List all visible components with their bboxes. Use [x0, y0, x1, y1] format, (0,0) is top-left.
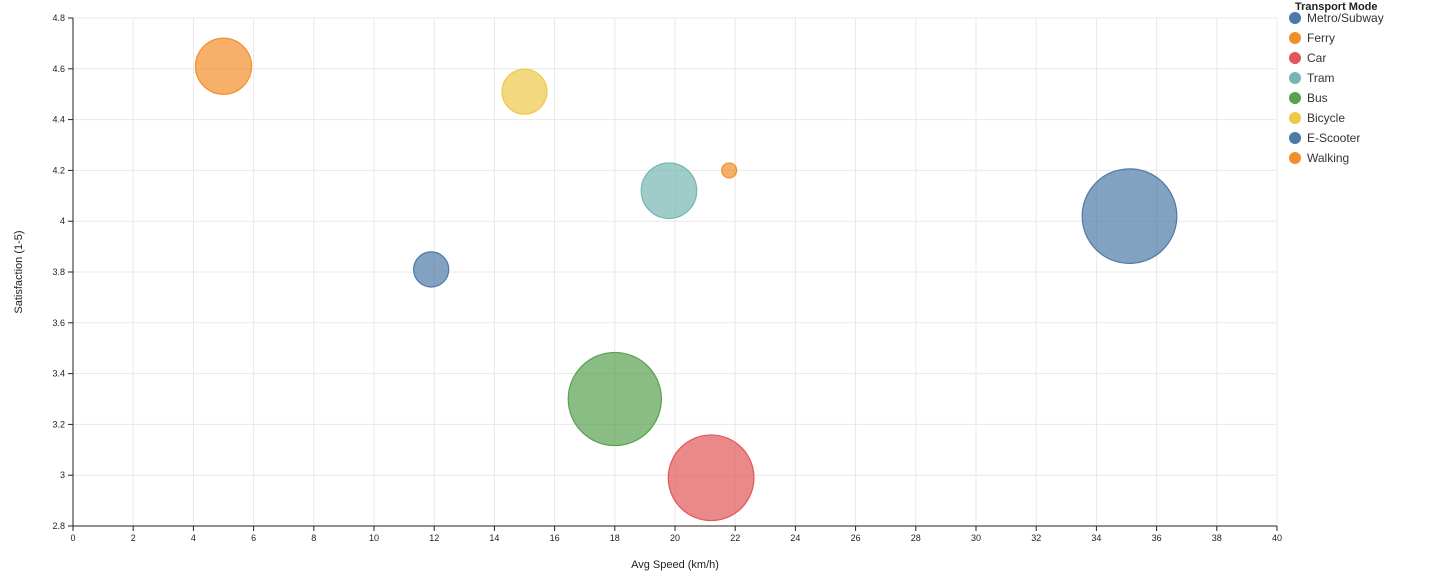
- x-tick-label: 38: [1212, 533, 1222, 543]
- bubbles: [196, 38, 1177, 520]
- grid-lines: [73, 18, 1277, 526]
- legend-item-label: Walking: [1307, 151, 1349, 165]
- legend-swatch: [1289, 72, 1301, 84]
- x-tick-label: 0: [70, 533, 75, 543]
- legend-item-label: E-Scooter: [1307, 131, 1360, 145]
- x-tick-label: 6: [251, 533, 256, 543]
- bubble-tram: [641, 163, 696, 218]
- x-tick-label: 14: [489, 533, 499, 543]
- legend-swatch: [1289, 32, 1301, 44]
- legend-item-label: Tram: [1307, 71, 1335, 85]
- bubble-bicycle: [502, 69, 547, 114]
- x-tick-label: 18: [610, 533, 620, 543]
- y-tick-label: 3.6: [52, 318, 65, 328]
- y-tick-label: 4.8: [52, 13, 65, 23]
- x-tick-label: 12: [429, 533, 439, 543]
- legend-swatch: [1289, 132, 1301, 144]
- y-tick-label: 3.4: [52, 369, 65, 379]
- y-axis-title: Satisfaction (1-5): [13, 230, 25, 313]
- bubble-car: [668, 435, 754, 521]
- x-tick-label: 40: [1272, 533, 1282, 543]
- legend-swatch: [1289, 12, 1301, 24]
- y-tick-label: 3.2: [52, 419, 65, 429]
- x-tick-label: 28: [911, 533, 921, 543]
- legend-item-label: Bicycle: [1307, 111, 1345, 125]
- legend-swatch: [1289, 112, 1301, 124]
- legend-item-label: Car: [1307, 51, 1326, 65]
- y-tick-label: 4.2: [52, 165, 65, 175]
- x-tick-label: 16: [550, 533, 560, 543]
- bubble-ferry: [722, 163, 737, 178]
- x-tick-label: 2: [131, 533, 136, 543]
- y-tick-label: 3: [60, 470, 65, 480]
- legend: Transport Mode Metro/SubwayFerryCarTramB…: [1289, 1, 1384, 165]
- bubble-bus: [568, 352, 661, 445]
- x-tick-label: 20: [670, 533, 680, 543]
- legend-swatch: [1289, 52, 1301, 64]
- x-tick-label: 26: [851, 533, 861, 543]
- bubble-metro-subway: [1082, 169, 1177, 264]
- x-tick-label: 10: [369, 533, 379, 543]
- legend-swatch: [1289, 92, 1301, 104]
- y-tick-label: 4.4: [52, 115, 65, 125]
- x-tick-label: 22: [730, 533, 740, 543]
- legend-swatch: [1289, 152, 1301, 164]
- bubble-walking: [196, 38, 252, 94]
- legend-item-label: Bus: [1307, 91, 1328, 105]
- x-tick-label: 34: [1091, 533, 1101, 543]
- x-axis-title: Avg Speed (km/h): [631, 559, 719, 571]
- legend-item-label: Ferry: [1307, 31, 1335, 45]
- x-tick-label: 36: [1152, 533, 1162, 543]
- x-tick-label: 8: [311, 533, 316, 543]
- axes: 0 2 4 6 8 10 12 14 16 18 20 22 24 26 28 30 32 34 36 38 402.8…: [52, 13, 1282, 543]
- y-tick-label: 2.8: [52, 521, 65, 531]
- legend-item-label: Metro/Subway: [1307, 11, 1384, 25]
- y-tick-label: 3.8: [52, 267, 65, 277]
- y-tick-label: 4.6: [52, 64, 65, 74]
- x-tick-label: 24: [790, 533, 800, 543]
- x-tick-label: 4: [191, 533, 196, 543]
- y-tick-label: 4: [60, 216, 65, 226]
- x-tick-label: 30: [971, 533, 981, 543]
- x-tick-label: 32: [1031, 533, 1041, 543]
- bubble-e-scooter: [414, 252, 449, 287]
